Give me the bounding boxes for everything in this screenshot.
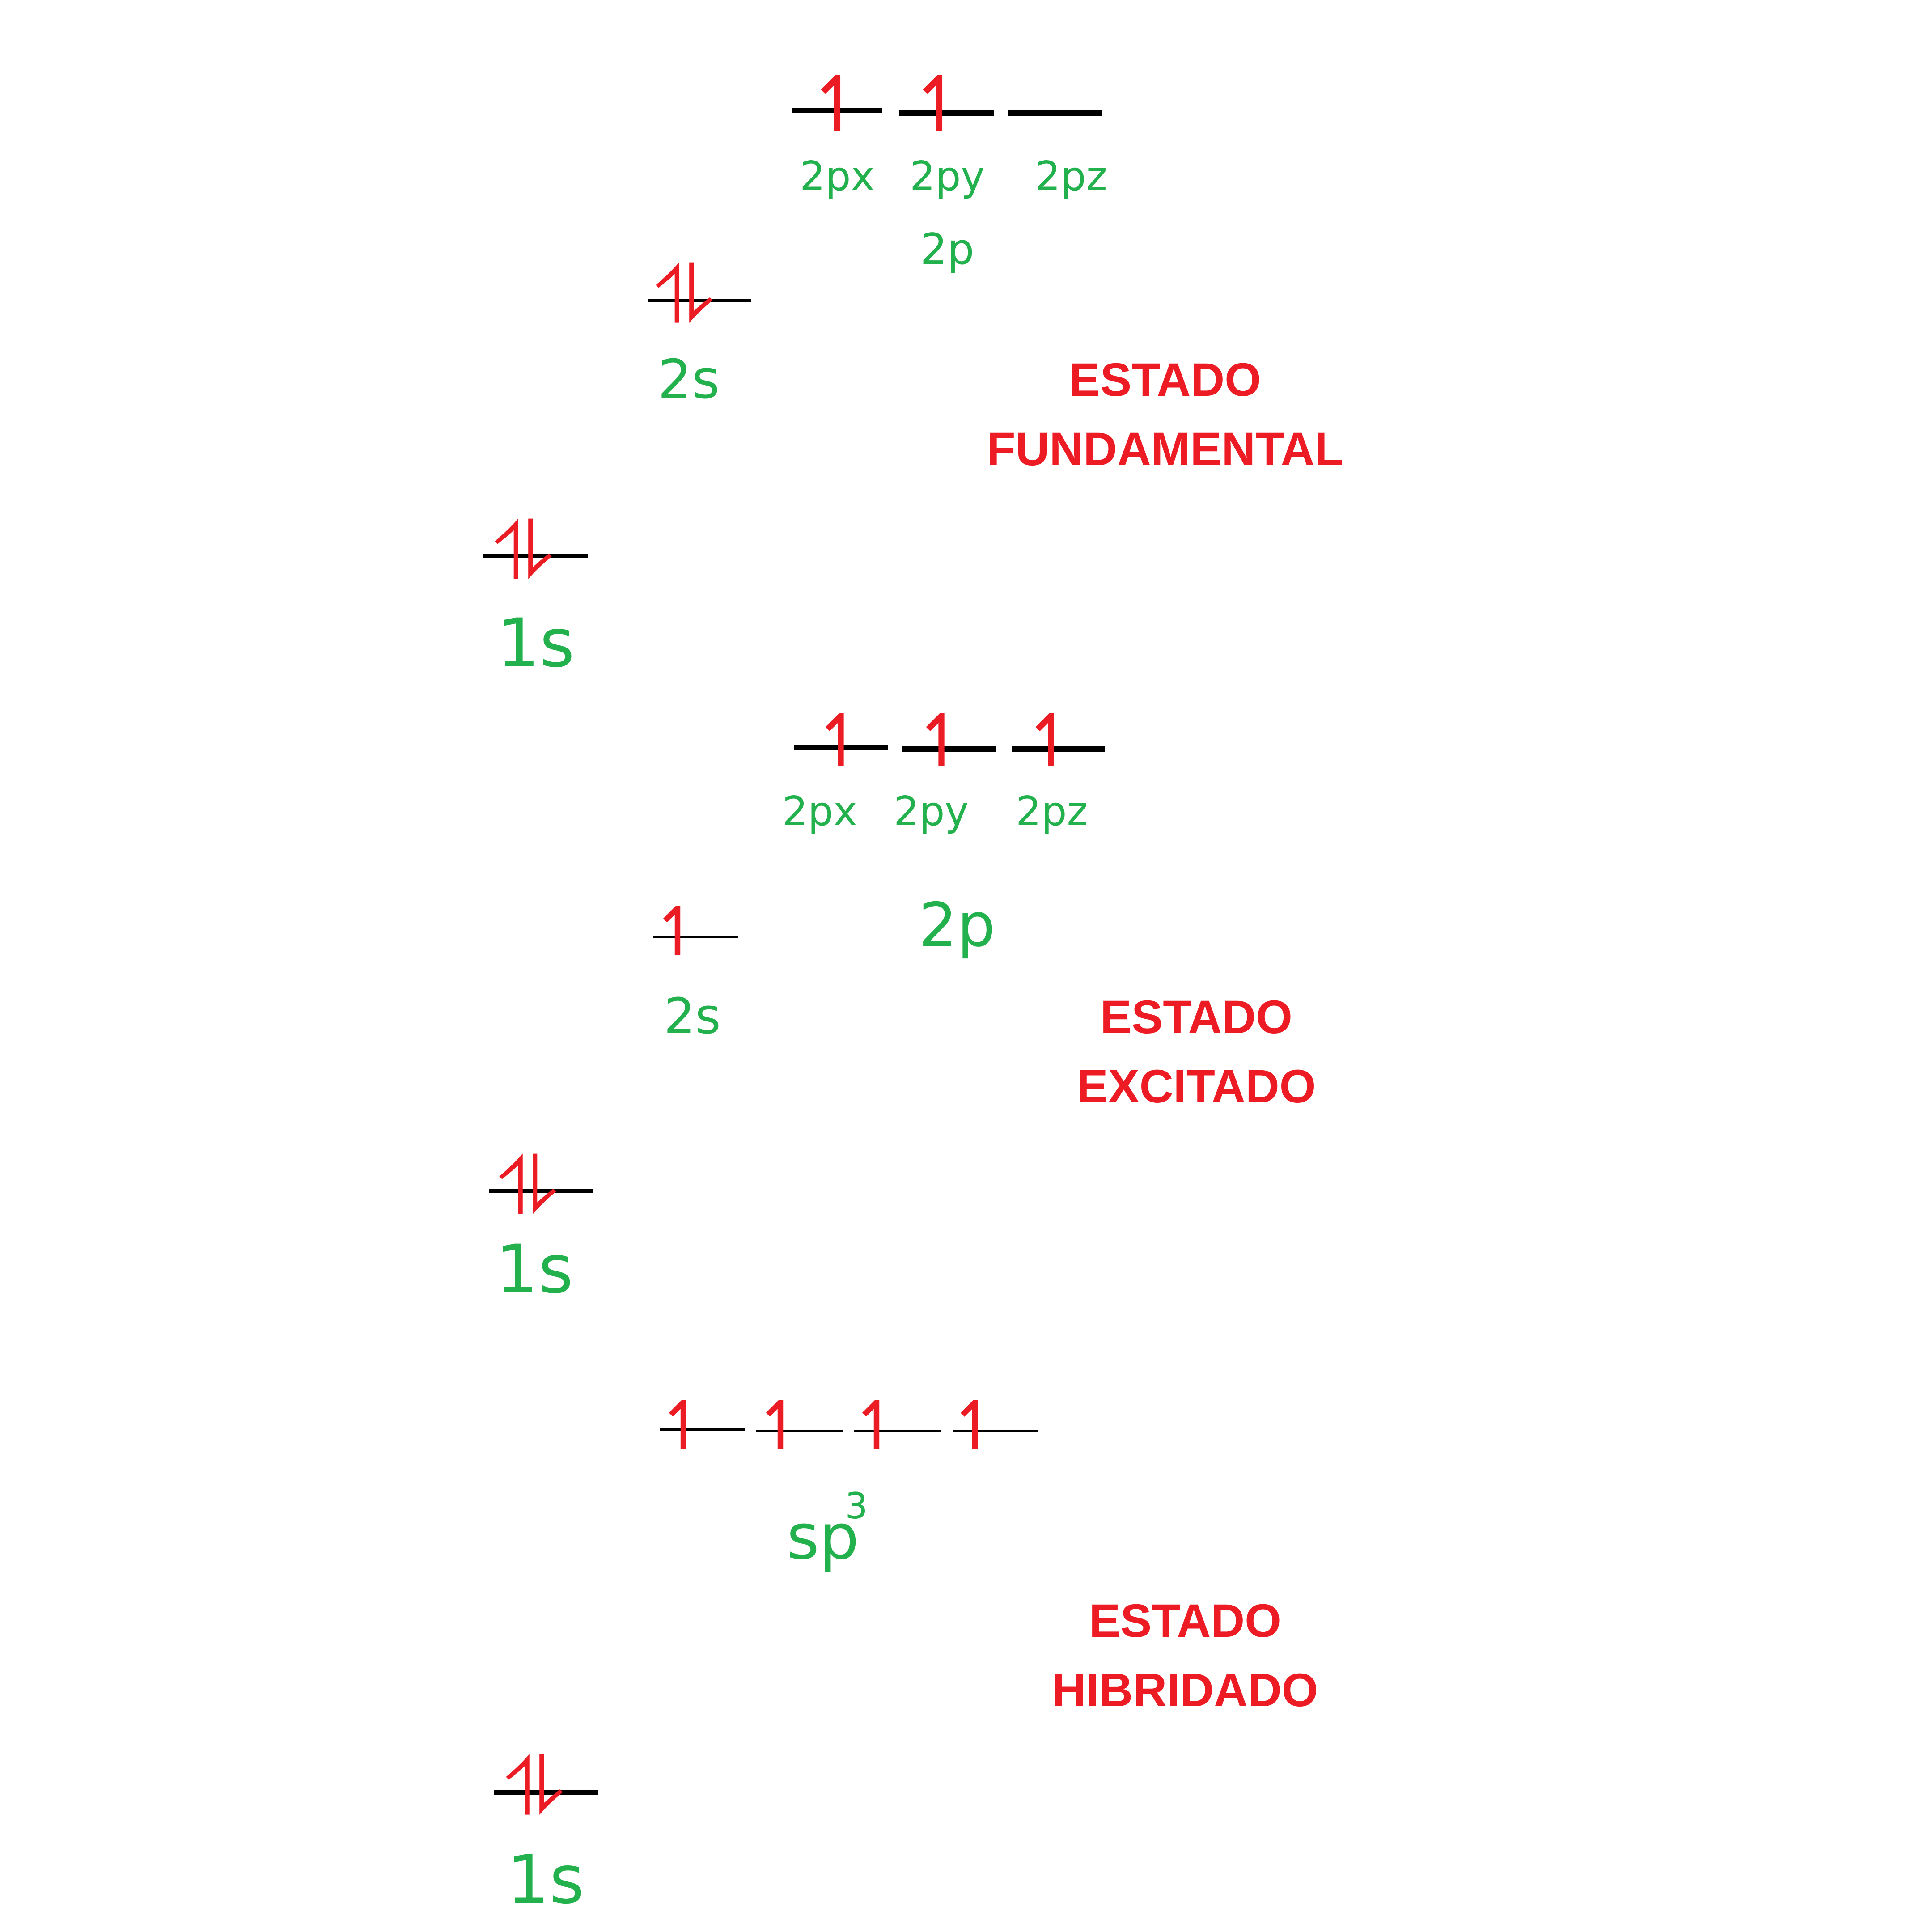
electron-arrows: ↿ [907, 60, 971, 149]
orbital-label: 2s [664, 987, 720, 1045]
orbital-label: 2pz [1016, 788, 1088, 835]
state-title: ESTADO [1089, 1595, 1281, 1647]
excitado-2px-orbital: ↿ 2px [782, 699, 888, 835]
fundamental-2s-orbital: ⥮ 2s [648, 249, 751, 411]
hibridado-sp3-orbital-4: ↿ [947, 1387, 1038, 1465]
orbital-label: 2px [782, 788, 857, 835]
hibridado-1s-orbital: ⥮ 1s [494, 1741, 598, 1919]
hibridado-sp3-orbital-2: ↿ [752, 1387, 843, 1465]
electron-arrows: ↿ [1021, 699, 1081, 783]
fundamental-2pz-orbital: 2pz [1008, 110, 1107, 200]
electron-arrows: ↿ [655, 1387, 712, 1465]
excitado-state: ↿ 2px ↿ 2py ↿ 2pz ↿ 2s 2p ⥮ 1s ESTADO EX… [489, 699, 1316, 1309]
orbital-label: 2py [894, 788, 969, 835]
orbital-label: 1s [496, 1231, 573, 1309]
orbital-label: 1s [497, 605, 575, 682]
orbital-label: 2s [658, 349, 720, 411]
hibridado-state: ↿ ↿ ↿ ↿ sp 3 ⥮ 1s ESTADO HIBRIDADO [494, 1387, 1318, 1919]
excitado-1s-orbital: ⥮ 1s [489, 1140, 593, 1309]
hibridado-sp3-orbital-1: ↿ [655, 1387, 745, 1465]
excitado-2s-orbital: ↿ 2s [649, 893, 738, 1045]
excitado-2py-orbital: ↿ 2py [894, 699, 996, 835]
electron-arrows: ↿ [848, 1387, 905, 1465]
subshell-label-2p: 2p [920, 225, 974, 274]
electron-arrows: ↿ [947, 1387, 1003, 1465]
state-title: ESTADO [1100, 991, 1292, 1043]
state-title: HIBRIDADO [1052, 1664, 1318, 1716]
sp3-superscript: 3 [845, 1485, 868, 1527]
electron-arrows: ↿ [805, 60, 869, 149]
state-title: EXCITADO [1077, 1060, 1316, 1113]
hibridado-sp3-orbital-3: ↿ [848, 1387, 941, 1465]
fundamental-1s-orbital: ⥮ 1s [483, 505, 588, 682]
electron-arrows: ⥮ [655, 249, 714, 342]
electron-arrows: ↿ [911, 699, 971, 783]
electron-arrows: ⥮ [499, 1140, 557, 1233]
fundamental-state: ↿ 2px ↿ 2py 2pz 2p ⥮ 2s ⥮ 1s ESTADO FUND… [483, 60, 1343, 682]
electron-arrows: ⥮ [505, 1741, 564, 1834]
fundamental-2px-orbital: ↿ 2px [792, 60, 882, 200]
state-title: ESTADO [1069, 354, 1261, 406]
orbital-label: 2py [910, 153, 985, 200]
orbital-label: 2px [800, 153, 875, 200]
orbital-label: 1s [507, 1841, 585, 1919]
subshell-label-2p: 2p [919, 890, 996, 960]
subshell-label-sp3: sp 3 [787, 1485, 868, 1574]
electron-arrows: ↿ [811, 699, 871, 783]
fundamental-2py-orbital: ↿ 2py [899, 60, 994, 200]
electron-arrows: ⥮ [494, 505, 553, 598]
electron-arrows: ↿ [649, 893, 706, 971]
excitado-2pz-orbital: ↿ 2pz [1012, 699, 1105, 835]
electron-arrows: ↿ [752, 1387, 809, 1465]
sp3-label: sp [787, 1501, 859, 1574]
state-title: FUNDAMENTAL [987, 423, 1343, 475]
orbital-label: 2pz [1035, 153, 1107, 200]
